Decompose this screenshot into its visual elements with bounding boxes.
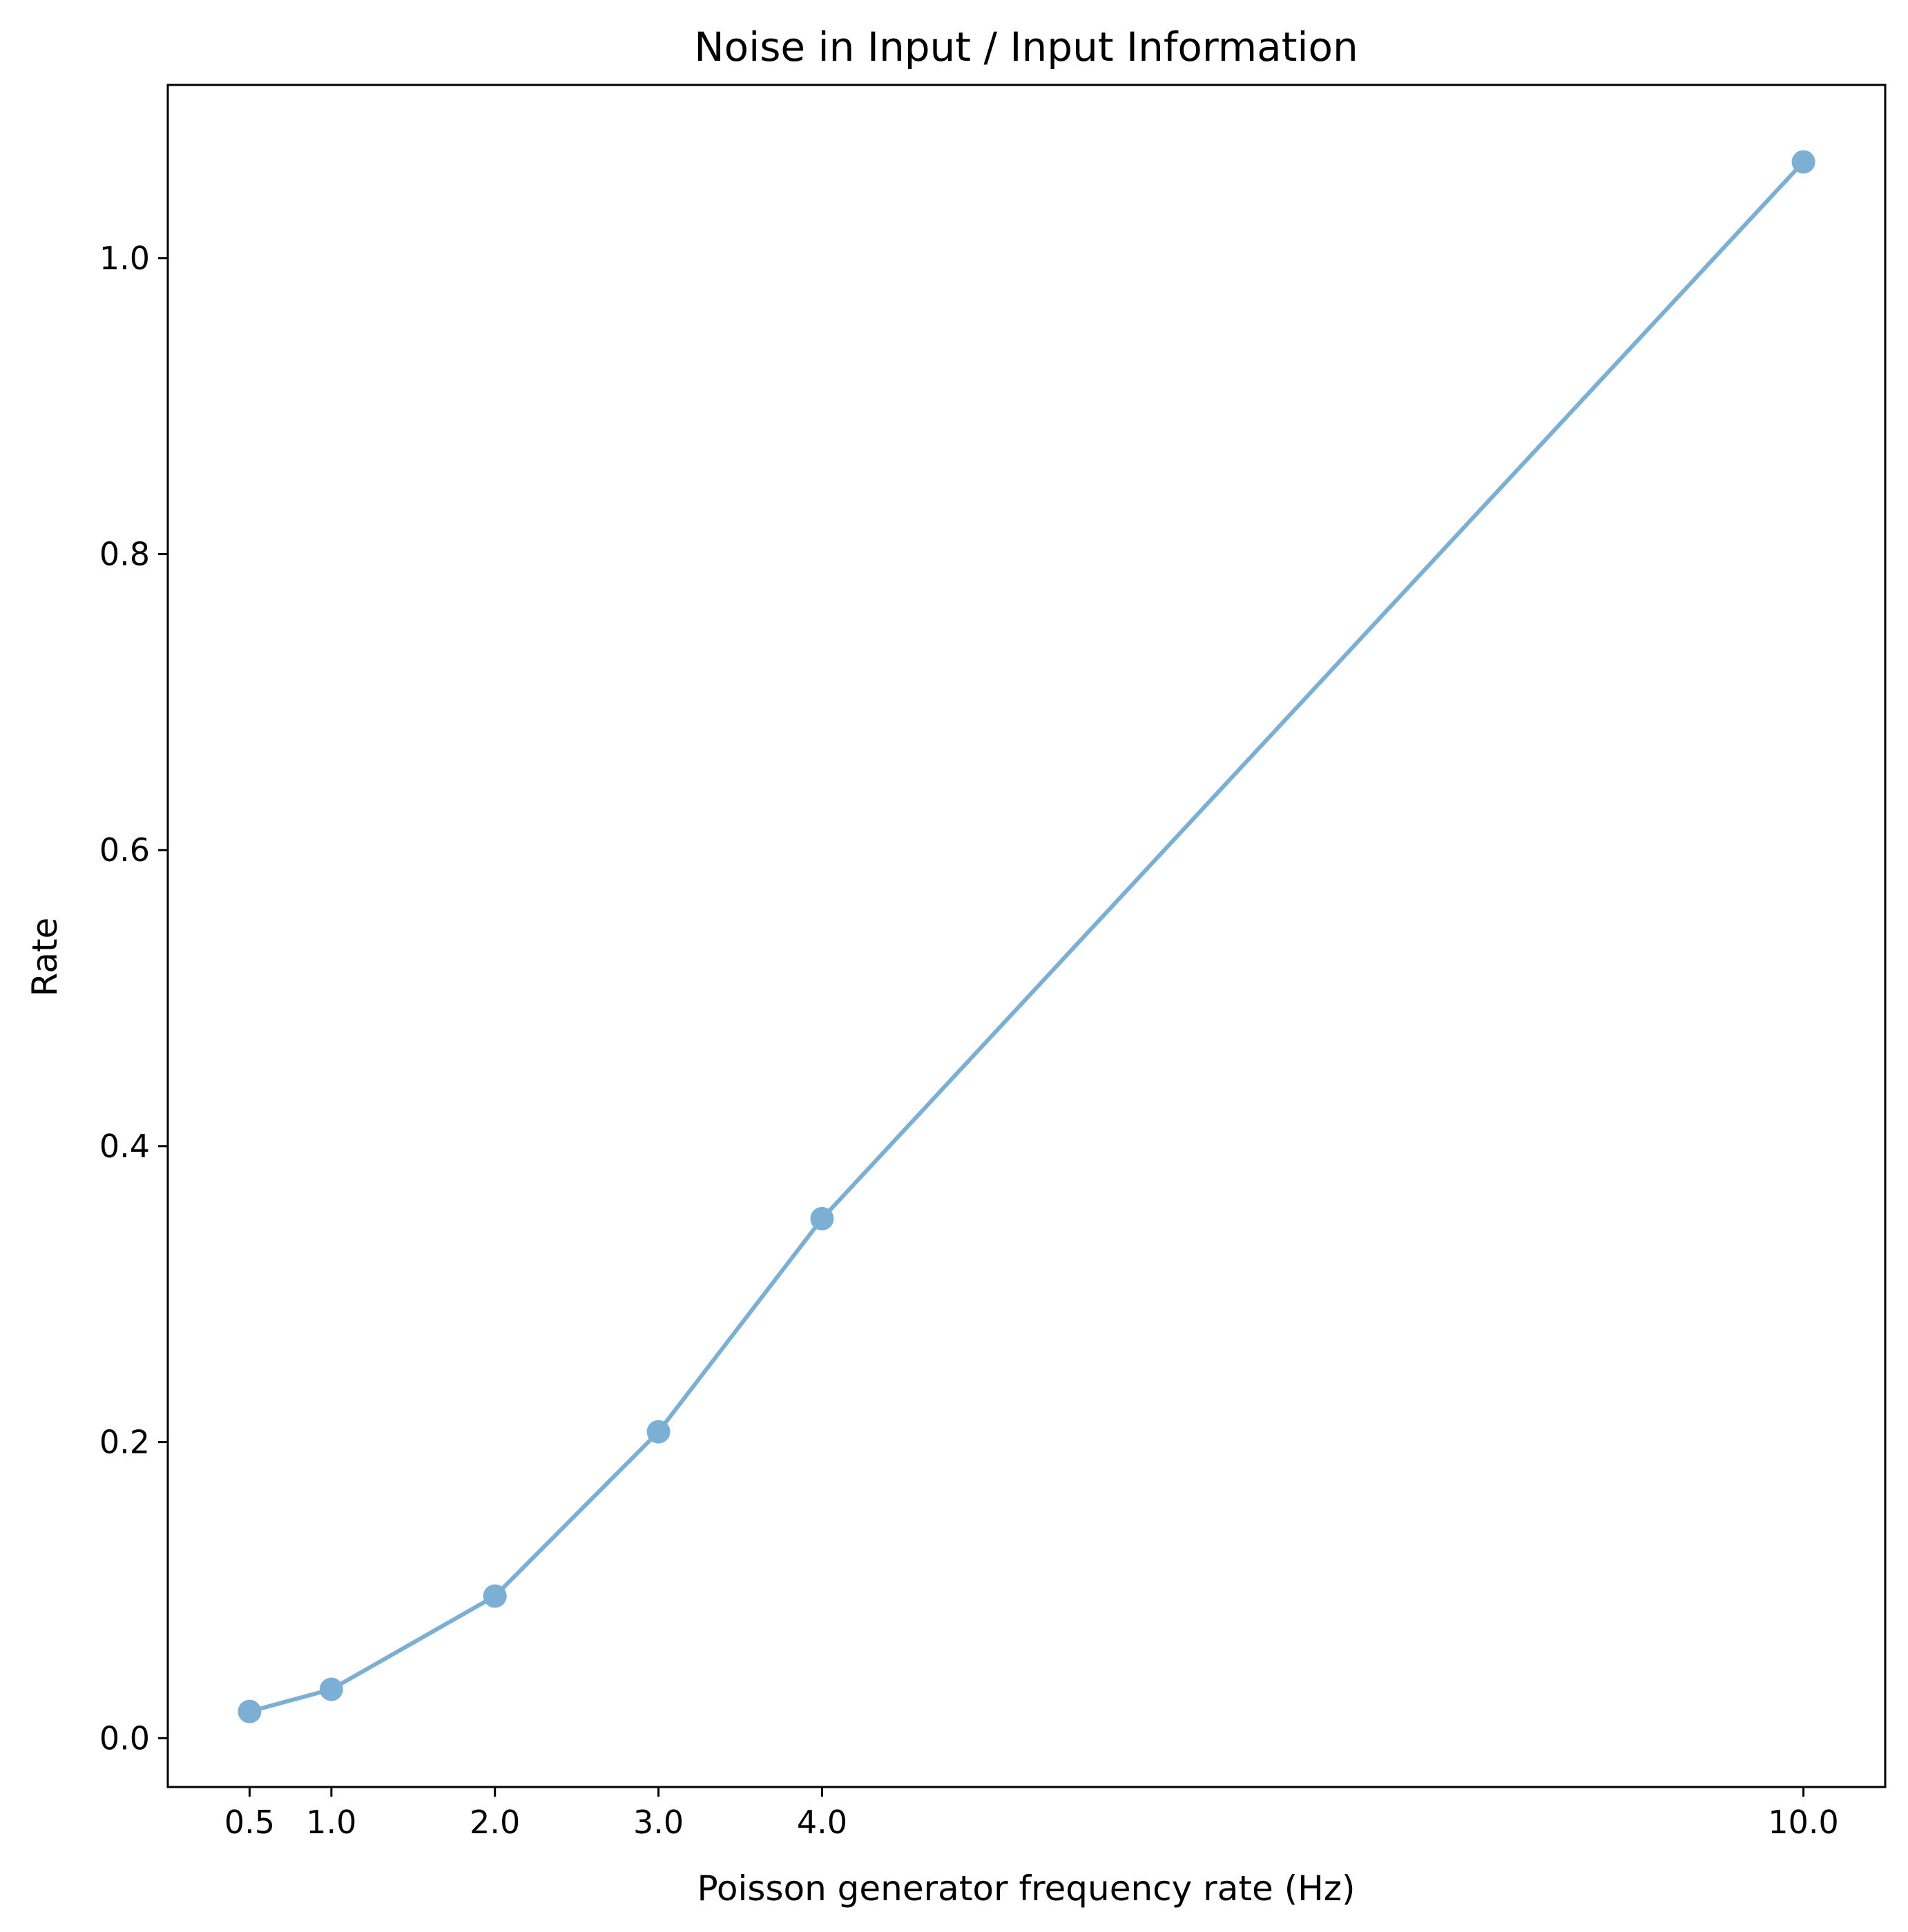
x-tick-label: 3.0 <box>633 1804 684 1841</box>
data-point <box>319 1677 343 1701</box>
series-layer <box>238 150 1815 1723</box>
y-axis: 0.0 0.2 0.4 0.6 0.8 1.0 <box>99 240 168 1757</box>
x-tick-label: 10.0 <box>1768 1804 1838 1841</box>
x-tick-label: 2.0 <box>470 1804 520 1841</box>
y-tick-label: 1.0 <box>99 240 150 277</box>
y-tick-label: 0.2 <box>99 1424 150 1461</box>
y-tick-label: 0.8 <box>99 535 150 572</box>
y-tick-label: 0.0 <box>99 1719 150 1757</box>
x-axis: 0.5 1.0 2.0 3.0 4.0 10.0 <box>224 1787 1839 1841</box>
data-point <box>238 1699 262 1723</box>
x-tick-label: 1.0 <box>306 1804 356 1841</box>
data-point <box>646 1420 671 1444</box>
x-tick-label: 4.0 <box>797 1804 847 1841</box>
series-line <box>247 160 1806 1714</box>
y-tick-label: 0.6 <box>99 831 150 869</box>
data-point <box>810 1206 834 1230</box>
y-tick-label: 0.4 <box>99 1128 150 1165</box>
data-point <box>1791 150 1815 174</box>
data-point <box>483 1584 507 1608</box>
x-axis-label: Poisson generator frequency rate (Hz) <box>697 1868 1356 1909</box>
plot-frame <box>166 84 1887 1788</box>
x-tick-label: 0.5 <box>224 1804 275 1841</box>
chart-title: Noise in Input / Input Information <box>694 23 1358 70</box>
y-axis-label: Rate <box>25 918 65 997</box>
